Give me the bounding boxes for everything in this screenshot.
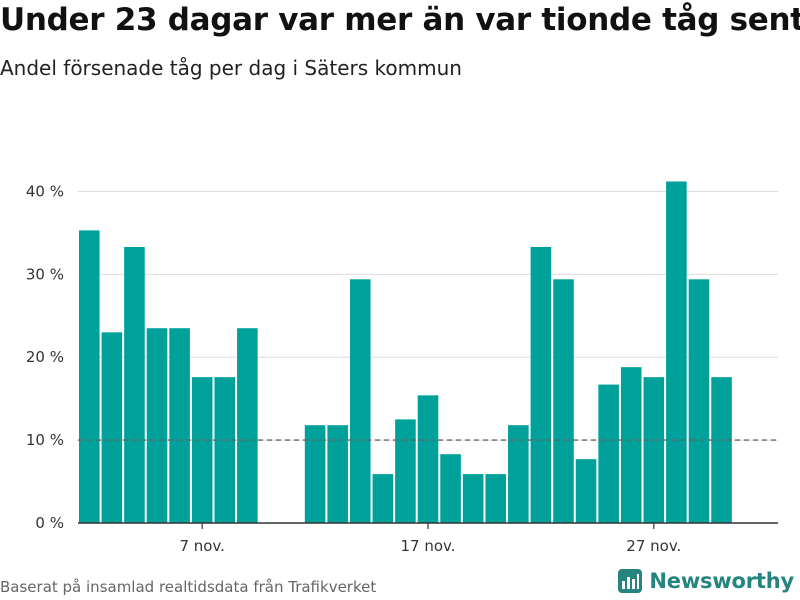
- bar: [462, 474, 484, 523]
- bar: [372, 474, 394, 523]
- bar: [598, 384, 619, 523]
- brand-name: Newsworthy: [649, 569, 794, 593]
- y-tick-label: 20 %: [26, 348, 64, 366]
- chart-subtitle: Andel försenade tåg per dag i Säters kom…: [0, 56, 462, 80]
- bar: [191, 377, 213, 523]
- source-note: Baserat på insamlad realtidsdata från Tr…: [0, 578, 377, 596]
- bar: [485, 474, 507, 523]
- y-tick-label: 10 %: [26, 431, 64, 449]
- y-tick-label: 40 %: [26, 182, 64, 200]
- bar: [417, 395, 439, 523]
- bar: [440, 454, 461, 523]
- bar: [214, 377, 236, 523]
- bar: [79, 230, 100, 523]
- bar: [146, 328, 168, 523]
- y-tick-label: 30 %: [26, 265, 64, 283]
- bar: [304, 425, 326, 523]
- bar: [349, 279, 371, 523]
- bar: [666, 181, 687, 523]
- chart-title: Under 23 dagar var mer än var tionde tåg…: [0, 2, 800, 38]
- bar: [530, 246, 552, 524]
- bar: [124, 246, 145, 524]
- x-tick-label: 27 nov.: [626, 537, 681, 555]
- bar: [327, 425, 348, 523]
- brand-logo[interactable]: Newsworthy: [617, 568, 794, 594]
- x-tick-label: 17 nov.: [400, 537, 455, 555]
- bar: [101, 332, 123, 523]
- bar: [688, 279, 710, 523]
- bar: [620, 367, 642, 523]
- bar: [643, 377, 665, 523]
- bar: [169, 328, 190, 523]
- bar: [237, 328, 258, 523]
- bar: [711, 377, 732, 523]
- bar: [508, 425, 529, 523]
- bar: [395, 419, 416, 523]
- x-tick-label: 7 nov.: [179, 537, 224, 555]
- y-tick-label: 0 %: [35, 514, 64, 532]
- bar: [575, 459, 597, 523]
- bar: [553, 279, 574, 523]
- bar-chart-logo-icon: [618, 569, 643, 593]
